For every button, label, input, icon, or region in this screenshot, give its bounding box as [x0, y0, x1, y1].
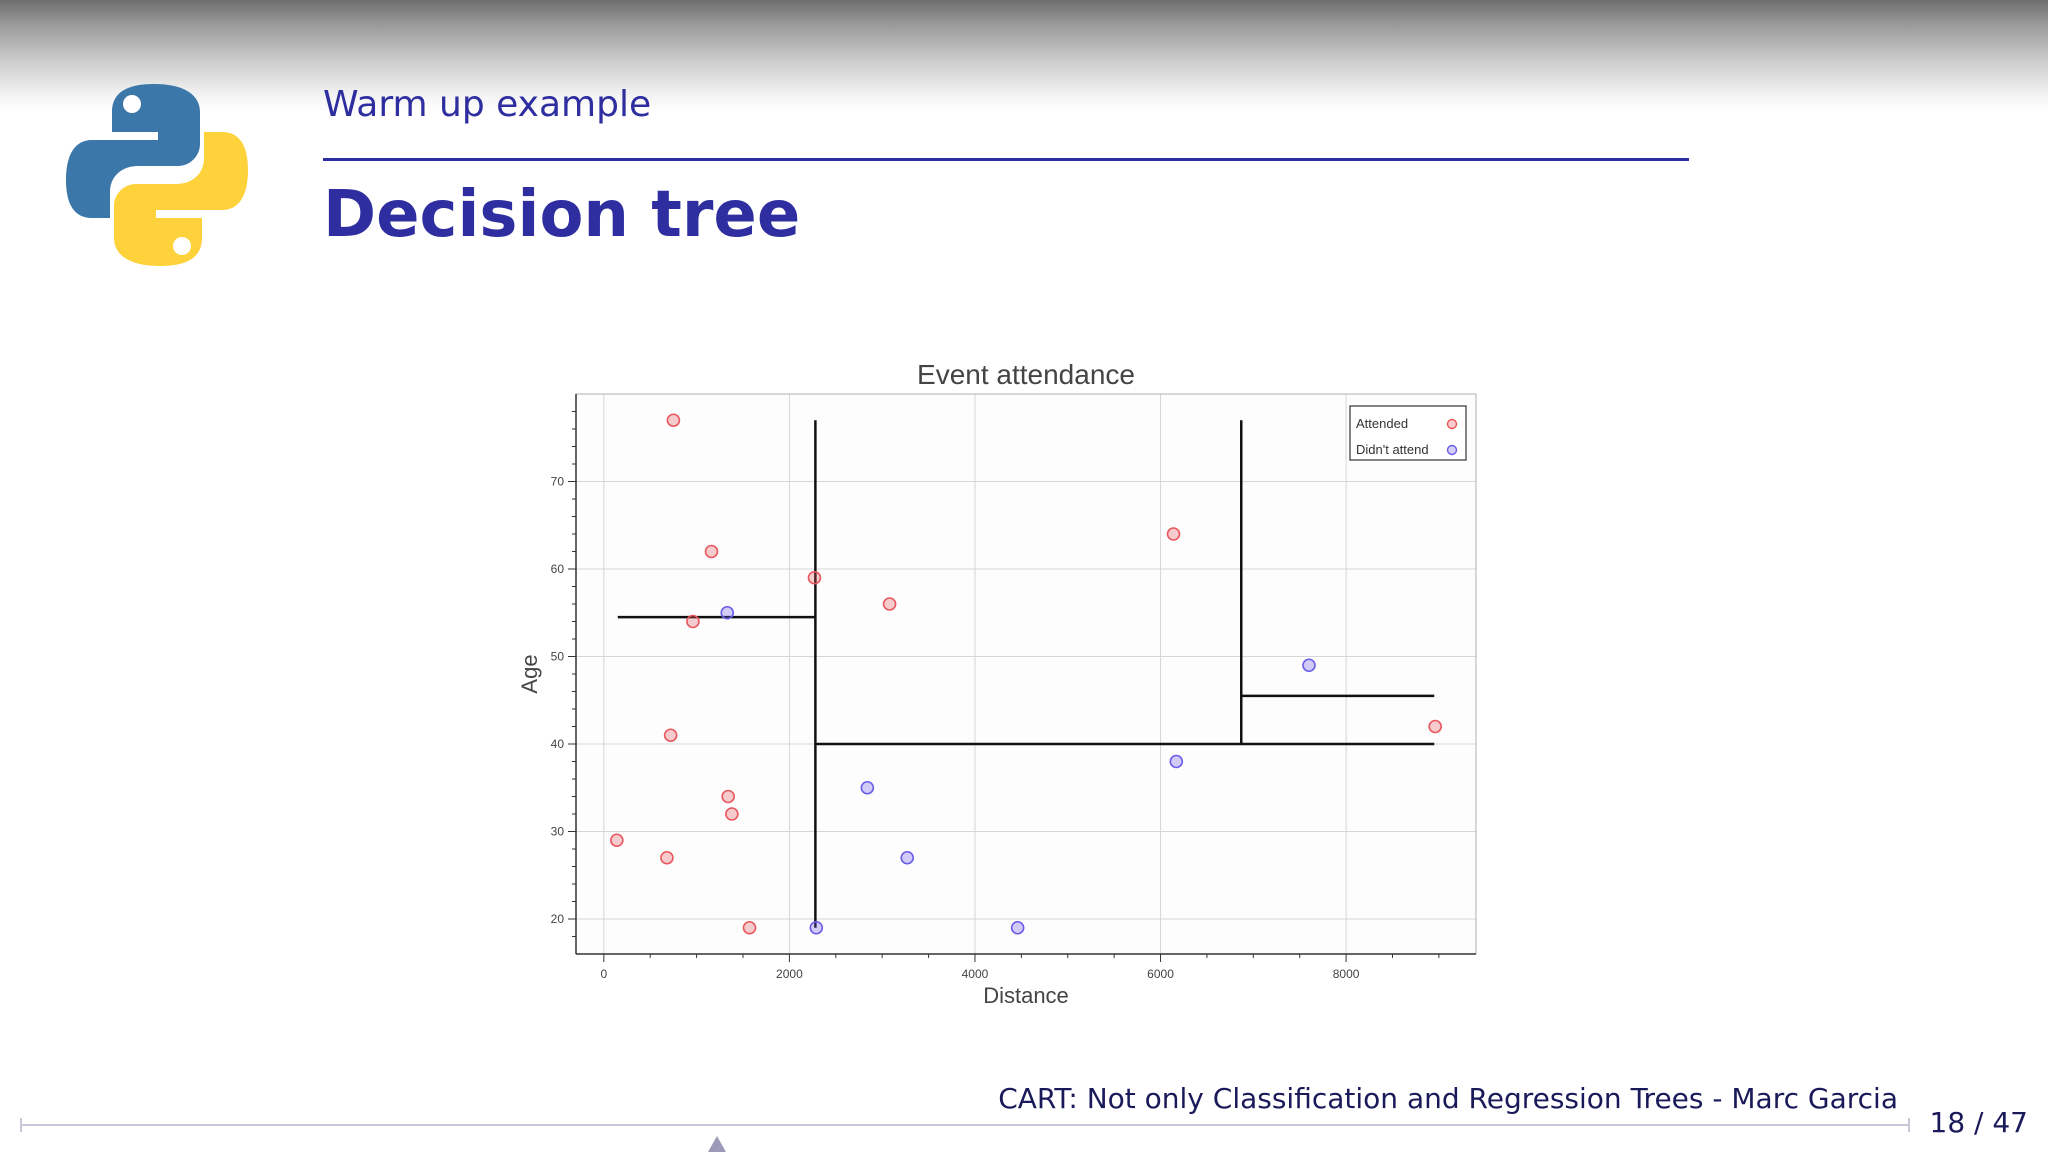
plot-area [576, 394, 1476, 954]
data-point [807, 570, 822, 585]
scatter-chart: 0 2000 4000 6000 8000 20 30 40 50 60 70 Event atten… [510, 350, 1520, 1020]
section-title: Warm up example [323, 84, 652, 125]
data-point [742, 920, 757, 935]
data-point [1010, 920, 1025, 935]
data-point [721, 789, 735, 804]
x-tick-label: 4000 [962, 967, 989, 981]
x-axis-label: Distance [983, 983, 1069, 1008]
y-tick-label: 30 [551, 825, 565, 839]
progress-bar [20, 1124, 1910, 1126]
data-point [809, 920, 824, 935]
progress-bar-end [1908, 1118, 1910, 1132]
data-point [725, 807, 739, 821]
python-logo-icon [66, 84, 248, 266]
y-tick-label: 50 [551, 650, 565, 664]
slide-title: Decision tree [323, 178, 801, 252]
data-point [882, 597, 897, 611]
x-tick-label: 6000 [1147, 967, 1174, 981]
progress-marker-icon[interactable] [708, 1136, 726, 1152]
y-tick-label: 60 [551, 562, 565, 576]
legend-marker [1446, 418, 1458, 430]
data-point [686, 614, 700, 629]
y-tick-label: 40 [551, 737, 565, 751]
chart-title: Event attendance [917, 359, 1135, 390]
legend-box [1349, 405, 1467, 461]
x-tick-label: 8000 [1333, 967, 1360, 981]
x-tick-label: 2000 [776, 967, 803, 981]
legend-label: Didn't attend [1356, 442, 1429, 457]
data-point [860, 780, 875, 795]
data-point [1428, 719, 1442, 734]
data-point [610, 833, 624, 848]
legend-marker [1446, 444, 1458, 456]
page-number: 18 / 47 [1929, 1106, 2029, 1139]
header-divider [323, 158, 1689, 161]
y-tick-label: 70 [551, 475, 565, 489]
x-tick-label: 0 [600, 967, 607, 981]
data-point [663, 728, 678, 743]
data-point [704, 544, 719, 559]
data-point [666, 413, 681, 428]
data-point [660, 850, 674, 865]
y-axis-label: Age [517, 654, 542, 693]
data-point [900, 850, 915, 865]
footer-presentation-title: CART: Not only Classification and Regres… [998, 1082, 1898, 1115]
data-point [1166, 527, 1181, 541]
data-point [1302, 658, 1316, 673]
chart-svg: 0 2000 4000 6000 8000 20 30 40 50 60 70 Event atten… [517, 359, 1477, 1008]
header-gradient-bar [0, 0, 2048, 112]
data-point [720, 605, 735, 620]
legend-label: Attended [1356, 416, 1408, 431]
y-tick-label: 20 [551, 912, 565, 926]
progress-bar-start [20, 1118, 22, 1132]
data-point [1169, 754, 1184, 769]
